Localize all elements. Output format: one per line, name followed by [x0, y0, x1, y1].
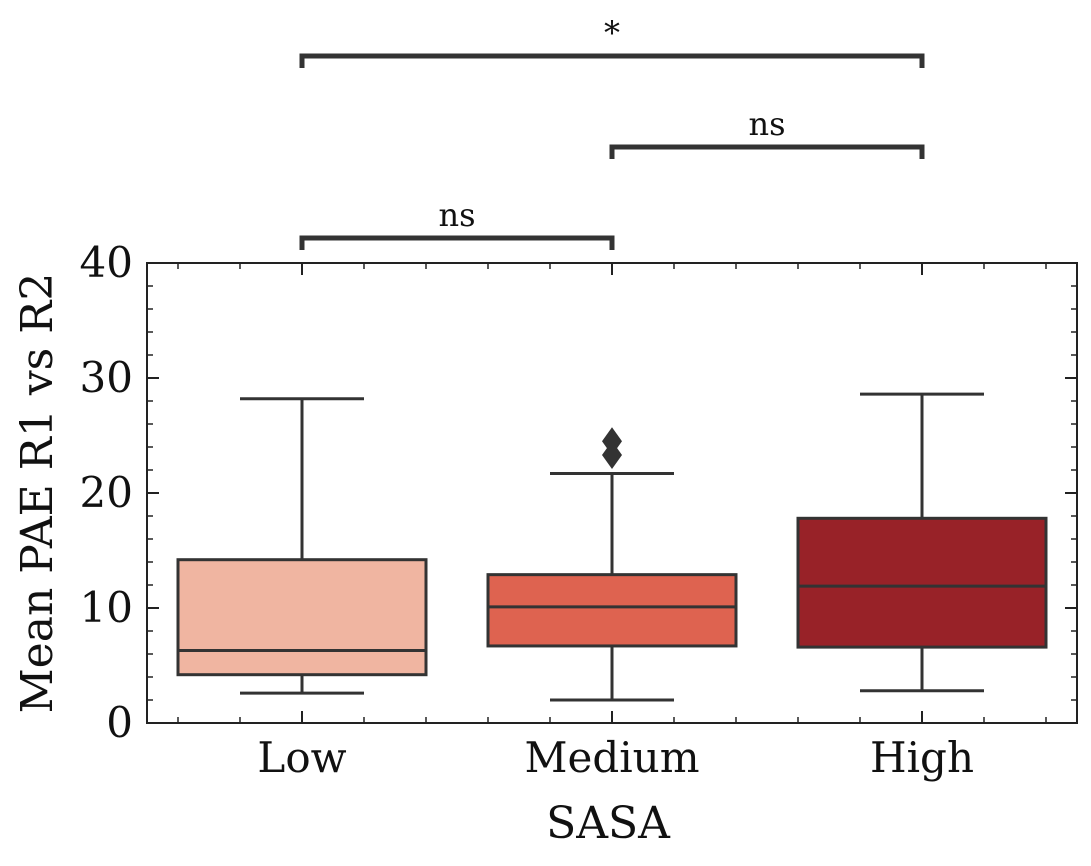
- bracket-line: [299, 235, 615, 250]
- bracket-line: [609, 144, 925, 159]
- box-high: [796, 392, 1048, 693]
- y-tick-label: 40: [80, 238, 133, 287]
- outlier-marker: [602, 427, 622, 456]
- significance-label: ns: [748, 105, 785, 143]
- axis-ticks: 0 10 20 30 40 Low Medium High: [80, 238, 1077, 782]
- y-tick-label: 30: [80, 353, 133, 402]
- significance-bracket: ns: [609, 105, 925, 159]
- box-medium: [486, 427, 738, 702]
- x-tick-label: Low: [257, 733, 346, 782]
- y-tick-label: 10: [80, 583, 133, 632]
- significance-label: ns: [438, 196, 475, 234]
- iqr-box: [486, 573, 738, 648]
- significance-bracket: ns: [299, 196, 615, 250]
- boxes: [176, 392, 1048, 702]
- significance-label: *: [604, 14, 620, 52]
- box-low: [176, 397, 428, 695]
- plot-frame: [146, 262, 1078, 724]
- significance-annotations: ns ns *: [299, 14, 925, 250]
- iqr-box: [796, 516, 1048, 649]
- x-tick-label: Medium: [524, 733, 699, 782]
- y-axis-label: Mean PAE R1 vs R2: [12, 273, 63, 714]
- significance-bracket: *: [299, 14, 925, 68]
- x-tick-label: High: [870, 733, 974, 782]
- bracket-line: [299, 53, 925, 68]
- x-axis-label: SASA: [546, 798, 671, 849]
- y-tick-label: 0: [106, 698, 133, 747]
- y-tick-label: 20: [80, 468, 133, 517]
- iqr-box: [176, 558, 428, 677]
